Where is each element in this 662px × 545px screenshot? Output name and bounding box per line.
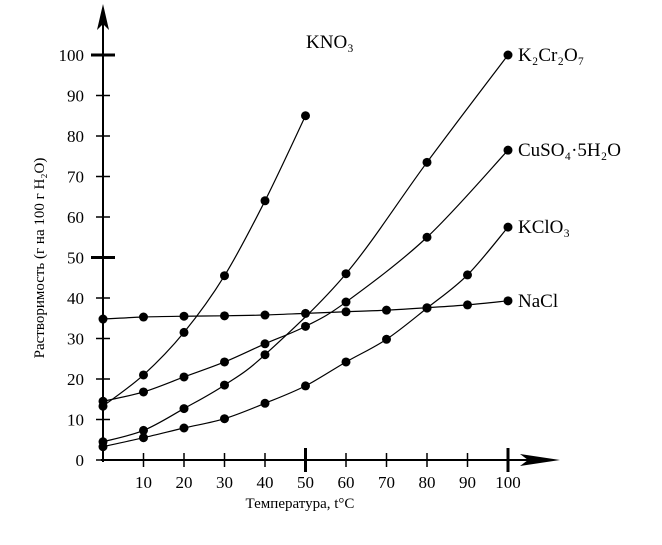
x-tick-label: 90	[459, 473, 476, 492]
data-point	[301, 321, 310, 331]
x-tick-label: 10	[135, 473, 152, 492]
data-point	[179, 423, 189, 433]
data-point	[98, 314, 108, 324]
data-point	[179, 311, 189, 321]
x-tick-label: 70	[378, 473, 395, 492]
legend-label: K₂Cr₂O₇	[518, 45, 584, 66]
data-point	[139, 433, 148, 443]
y-arrow	[97, 4, 109, 30]
data-point	[139, 312, 148, 322]
legend-label: CuSO₄·5H₂O	[518, 140, 621, 161]
data-point	[503, 222, 513, 232]
data-point	[382, 334, 391, 344]
x-tick-label: 80	[419, 473, 436, 492]
data-point	[301, 111, 310, 121]
data-point	[503, 145, 513, 155]
data-point	[139, 387, 148, 397]
data-point	[220, 357, 229, 367]
y-tick-label: 0	[76, 451, 85, 470]
data-point	[98, 396, 108, 406]
legend-label: KClO₃	[518, 217, 570, 238]
data-point	[139, 370, 148, 380]
data-point	[179, 404, 189, 414]
data-point	[382, 305, 391, 315]
y-tick-label: 100	[59, 46, 85, 65]
data-point	[260, 398, 270, 408]
x-tick-label: 40	[257, 473, 274, 492]
data-point	[301, 308, 310, 318]
legend-label: NaCl	[518, 291, 558, 312]
data-point	[260, 196, 270, 206]
data-point	[463, 270, 472, 280]
series-line	[102, 115, 307, 407]
data-point	[220, 271, 229, 281]
x-tick-label: 30	[216, 473, 233, 492]
data-point	[422, 232, 432, 242]
x-tick-label: 20	[176, 473, 193, 492]
data-point	[179, 327, 189, 337]
data-point	[422, 157, 432, 167]
y-tick-label: 10	[67, 411, 84, 430]
y-tick-label: 30	[67, 330, 84, 349]
data-point	[341, 307, 351, 317]
data-point	[220, 311, 229, 321]
data-point	[341, 269, 351, 279]
y-axis-label: Растворимость (г на 100 г H₂O)	[32, 158, 48, 359]
data-point	[422, 303, 432, 313]
x-tick-label: 50	[297, 473, 314, 492]
series-line	[102, 226, 509, 448]
data-point	[341, 297, 351, 307]
y-tick-label: 70	[67, 168, 84, 187]
x-tick-label: 60	[338, 473, 355, 492]
y-tick-label: 40	[67, 289, 84, 308]
y-tick-label: 60	[67, 208, 84, 227]
data-point	[503, 50, 513, 60]
data-point	[139, 425, 148, 435]
data-point	[98, 442, 108, 452]
x-axis-label: Температура, t°C	[246, 496, 355, 512]
y-tick-label: 90	[67, 87, 84, 106]
legend-label: KNO₃	[306, 32, 354, 53]
data-point	[301, 381, 310, 391]
series-line	[102, 149, 509, 402]
y-tick-label: 50	[67, 249, 84, 268]
data-point	[463, 300, 472, 310]
data-point	[341, 357, 351, 367]
data-point	[503, 296, 513, 306]
data-point	[220, 414, 229, 424]
y-tick-label: 20	[67, 370, 84, 389]
data-point	[179, 372, 189, 382]
x-arrow	[520, 454, 560, 466]
x-tick-label: 100	[495, 473, 521, 492]
data-point	[260, 339, 270, 349]
data-point	[260, 350, 270, 360]
data-point	[260, 310, 270, 320]
data-point	[220, 380, 229, 390]
y-tick-label: 80	[67, 127, 84, 146]
